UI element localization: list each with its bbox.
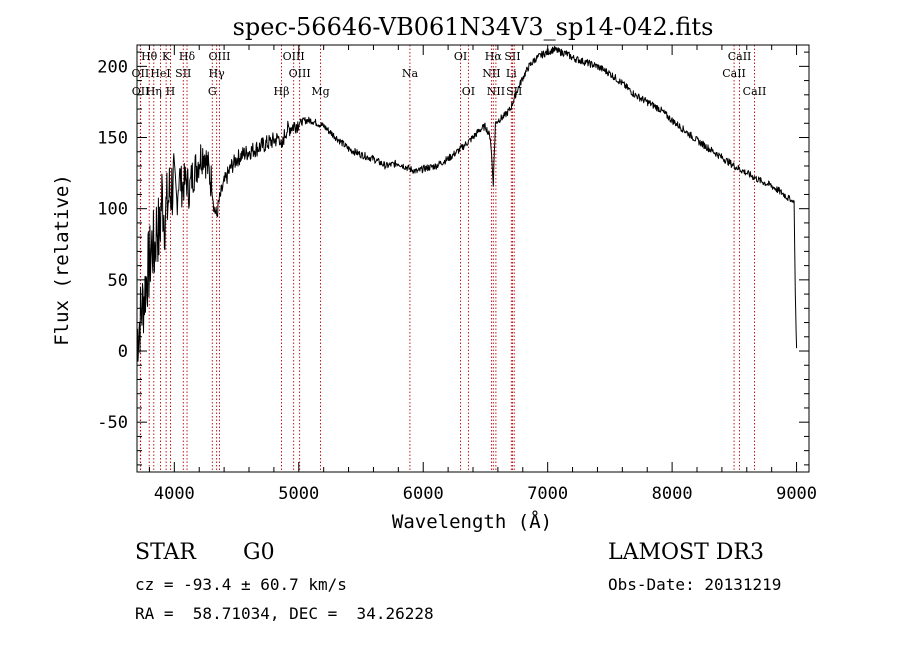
chart-title: spec-56646-VB061N34V3_sp14-042.fits: [233, 13, 714, 41]
spectral-line-label: NII: [487, 85, 505, 98]
spectral-line-label: SII: [506, 85, 522, 98]
x-tick-label: 7000: [527, 484, 568, 504]
observation-date: Obs-Date: 20131219: [608, 575, 782, 594]
y-tick-label: -50: [97, 413, 128, 433]
spectral-line-label: OII: [132, 67, 150, 80]
spectral-line-label: Mg: [311, 85, 329, 98]
y-tick-label: 100: [97, 200, 128, 220]
redshift-readout: cz = -93.4 ± 60.7 km/s: [135, 575, 347, 594]
spectral-line-label: Hδ: [179, 50, 196, 63]
x-tick-label: 8000: [652, 484, 693, 504]
spectral-line-label: Hγ: [209, 67, 226, 80]
spectral-line-label: OIII: [283, 50, 305, 63]
survey-name: LAMOST DR3: [608, 540, 764, 565]
y-tick-label: 150: [97, 129, 128, 149]
coordinates-readout: RA = 58.71034, DEC = 34.26228: [135, 604, 434, 623]
x-tick-label: 6000: [403, 484, 444, 504]
spectral-line-label: OIII: [208, 50, 230, 63]
spectral-line-label: CaII: [722, 67, 746, 80]
spectral-line-label: CaII: [743, 85, 767, 98]
spectral-line-label: OI: [462, 85, 475, 98]
spectral-line-label: Hθ: [141, 50, 158, 63]
spectral-line-label: K: [162, 50, 171, 63]
spectral-line-label: Na: [402, 67, 419, 80]
plot-frame: [136, 44, 810, 473]
x-tick-label: 9000: [776, 484, 817, 504]
spectral-line-label: Hβ: [274, 85, 290, 98]
spectral-subclass: G0: [243, 540, 275, 565]
spectral-line-label: G: [208, 85, 217, 98]
y-tick-label: 0: [118, 342, 128, 362]
x-tick-label: 4000: [154, 484, 195, 504]
spectral-line-label: SII: [504, 50, 520, 63]
spectral-line-label: HeI: [150, 67, 170, 80]
spectral-line-label: OIII: [289, 67, 311, 80]
spectral-line-label: Hα: [485, 50, 503, 63]
spectral-line-label: CaII: [728, 50, 752, 63]
y-tick-label: 50: [108, 271, 128, 291]
x-tick-label: 5000: [278, 484, 319, 504]
spectral-line-label: OII: [132, 85, 150, 98]
spectral-line-label: OI: [454, 50, 467, 63]
spectrum-line: [136, 45, 798, 362]
x-axis-label: Wavelength (Å): [392, 510, 552, 533]
object-class: STAR: [135, 540, 196, 565]
spectral-line-label: H: [166, 85, 176, 98]
y-tick-label: 200: [97, 57, 128, 77]
spectral-line-label: Li: [506, 67, 517, 80]
y-axis-label: Flux (relative): [51, 174, 73, 346]
spectral-line-label: Hη: [146, 85, 162, 98]
spectral-line-label: NII: [482, 67, 500, 80]
spectral-line-label: SII: [175, 67, 191, 80]
